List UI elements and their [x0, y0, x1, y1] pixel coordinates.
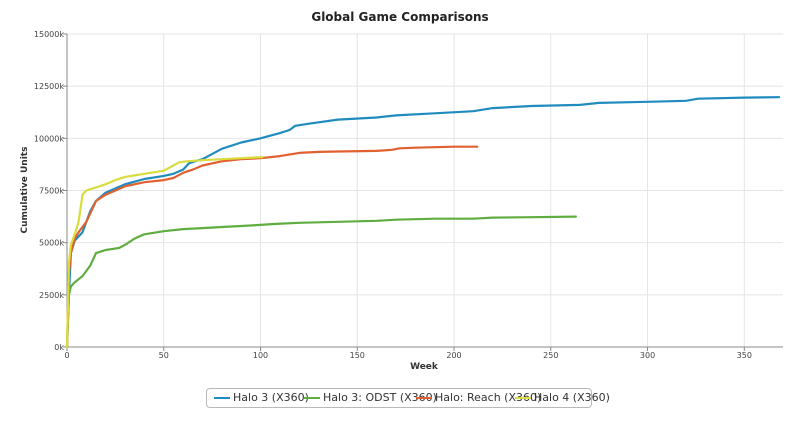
- chart-legend[interactable]: Halo 3 (X360) Halo 3: ODST (X360) Halo: Re…: [206, 388, 610, 408]
- legend-swatch: [515, 397, 531, 399]
- y-tick-label: 0k: [54, 343, 64, 352]
- axes: [63, 33, 783, 351]
- y-tick-label: 10000k: [34, 134, 64, 143]
- grid-lines: [66, 33, 783, 348]
- y-tick-label: 12500k: [34, 82, 64, 91]
- legend-label: Halo 3 (X360): [233, 391, 309, 404]
- x-tick-label: 100: [253, 351, 268, 360]
- y-axis-label: Cumulative Units: [20, 147, 30, 234]
- x-tick-label: 150: [350, 351, 365, 360]
- y-tick-label: 5000k: [39, 239, 64, 248]
- x-tick-label: 0: [64, 351, 69, 360]
- x-tick-label: 350: [737, 351, 752, 360]
- series-line-3: [65, 145, 479, 349]
- legend-label: Halo 4 (X360): [534, 391, 610, 404]
- legend-swatch: [214, 397, 230, 399]
- y-tick-label: 15000k: [34, 30, 64, 39]
- x-tick-label: 200: [446, 351, 461, 360]
- series-line-2: [65, 215, 577, 349]
- tick-labels: 0 50 100 150 200 250 300 350 0k 2500k 5000k 7500k 10…: [34, 30, 752, 360]
- legend-label: Halo 3: ODST (X360): [323, 391, 437, 404]
- series-line-4: [65, 156, 264, 349]
- x-tick-label: 50: [159, 351, 169, 360]
- x-axis-label: Week: [410, 362, 439, 372]
- x-tick-label: 300: [640, 351, 655, 360]
- series-lines: [65, 96, 781, 349]
- y-tick-label: 2500k: [39, 291, 64, 300]
- legend-swatch: [304, 397, 320, 399]
- legend-swatch: [416, 397, 432, 399]
- y-tick-label: 7500k: [39, 187, 64, 196]
- x-tick-label: 250: [543, 351, 558, 360]
- legend-label: Halo: Reach (X360): [435, 391, 542, 404]
- chart-title: Global Game Comparisons: [311, 10, 488, 24]
